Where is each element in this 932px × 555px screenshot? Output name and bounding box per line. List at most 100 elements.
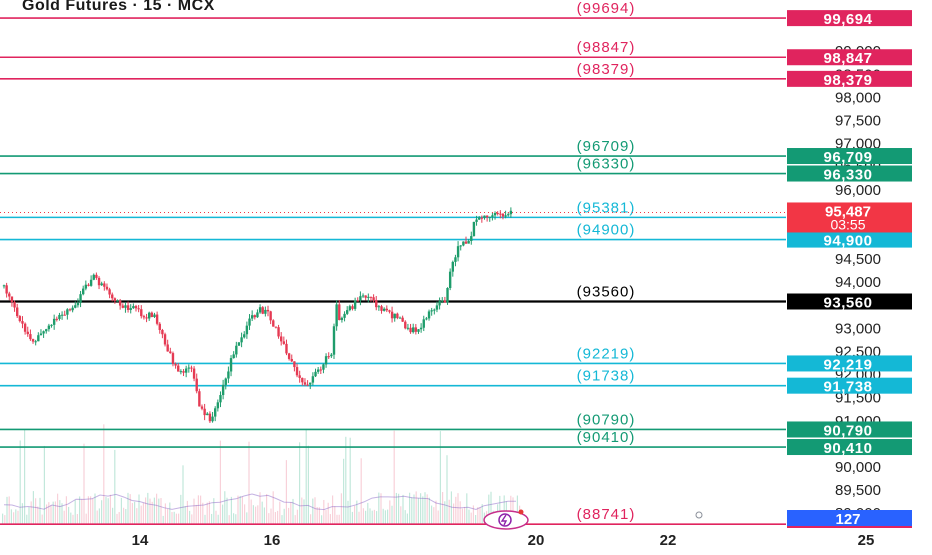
volume-bar [202, 502, 204, 524]
volume-bar [35, 498, 37, 524]
candle-body [82, 288, 85, 295]
candle-body [216, 402, 220, 409]
candle-body [245, 325, 249, 335]
candle-body [8, 293, 11, 297]
candle-body [137, 308, 140, 310]
level-price-tag: 91,738 [824, 379, 873, 396]
volume-bar [193, 498, 195, 524]
time-tick-label: 22 [660, 532, 677, 549]
volume-bar [52, 501, 54, 524]
candle-body [456, 246, 460, 258]
volume-bar [90, 496, 92, 524]
candle-body [438, 301, 441, 306]
candle-body [448, 271, 452, 289]
volume-ma-line [3, 493, 516, 511]
candle-body [475, 219, 478, 222]
level-price-tag-bg [787, 293, 912, 310]
price-tick-label: 93,000 [835, 320, 881, 337]
lightning-badge-icon[interactable] [483, 510, 529, 530]
candle-body [277, 327, 280, 337]
volume-bar [417, 498, 419, 524]
volume-bar [316, 507, 318, 524]
candle-body [414, 327, 418, 332]
volume-bar [191, 514, 193, 524]
candle-body [84, 284, 88, 289]
candle-body [214, 408, 217, 417]
candle-body [343, 313, 346, 318]
candle-body [10, 296, 14, 303]
volume-bar [266, 494, 268, 524]
volume-bar [107, 498, 109, 524]
sun-icon[interactable] [695, 511, 703, 519]
volume-bar [142, 502, 144, 524]
level-price-tag: 93,560 [824, 295, 873, 312]
volume-tag: 127 [835, 511, 860, 528]
candle-body [303, 382, 307, 385]
volume-bar [285, 460, 287, 524]
candle-body [250, 315, 254, 319]
volume-bar [169, 502, 171, 524]
candle-body [208, 413, 212, 422]
volume-bar [2, 513, 4, 524]
candle-body [129, 308, 132, 310]
volume-bar [50, 505, 52, 524]
candle-body [295, 367, 299, 376]
level-price-tag-bg [787, 165, 912, 182]
volume-bar [178, 513, 180, 524]
level-price-tag: 94,900 [824, 233, 873, 250]
level-price-tag: 98,847 [824, 50, 873, 67]
candle-body [462, 241, 465, 246]
level-price-tag-bg [787, 439, 912, 456]
volume-bar [409, 492, 411, 524]
candle-body [427, 311, 431, 319]
volume-bar [321, 515, 323, 524]
time-tick-label: 25 [858, 532, 875, 549]
candle-body [132, 306, 135, 309]
candle-body [206, 413, 209, 416]
volume-bar [156, 493, 158, 524]
candle-body [237, 342, 241, 346]
volume-bar [26, 514, 28, 524]
price-tick-label: 90,000 [835, 459, 881, 476]
volume-bar [296, 509, 298, 524]
volume-bar [244, 504, 246, 524]
volume-bar [13, 512, 15, 524]
candle-body [504, 215, 507, 217]
candle-body [92, 274, 95, 280]
level-label: (99694) [577, 0, 636, 17]
level-label: (95381) [577, 199, 636, 216]
candle-body [372, 297, 375, 301]
level-label: (94900) [577, 222, 636, 239]
candle-body [470, 236, 473, 241]
candle-body [100, 283, 103, 286]
volume-bar [336, 514, 338, 524]
volume-bar [48, 502, 50, 524]
candle-body [171, 353, 175, 364]
time-axis-bg [0, 528, 932, 550]
candle-body [60, 314, 64, 316]
level-label: (98379) [577, 61, 636, 78]
candle-body [287, 353, 291, 359]
candle-body [264, 309, 267, 314]
volume-bar [65, 496, 67, 524]
volume-bar [450, 491, 452, 524]
volume-bar [420, 493, 422, 524]
candle-body [195, 378, 198, 392]
time-tick-label: 14 [132, 532, 149, 549]
volume-bar [376, 511, 378, 524]
candle-body [359, 296, 362, 301]
volume-bar [74, 500, 76, 524]
volume-bar [140, 505, 142, 524]
volume-bar [46, 504, 48, 524]
level-label: (92219) [577, 345, 636, 362]
volume-bar [211, 513, 213, 524]
volume-bar [59, 500, 61, 524]
volume-bar [76, 514, 78, 524]
volume-bar [147, 492, 149, 524]
volume-bar [475, 515, 477, 524]
moon-icon[interactable] [724, 509, 734, 521]
volume-bar [479, 507, 481, 524]
volume-bar [398, 493, 400, 524]
